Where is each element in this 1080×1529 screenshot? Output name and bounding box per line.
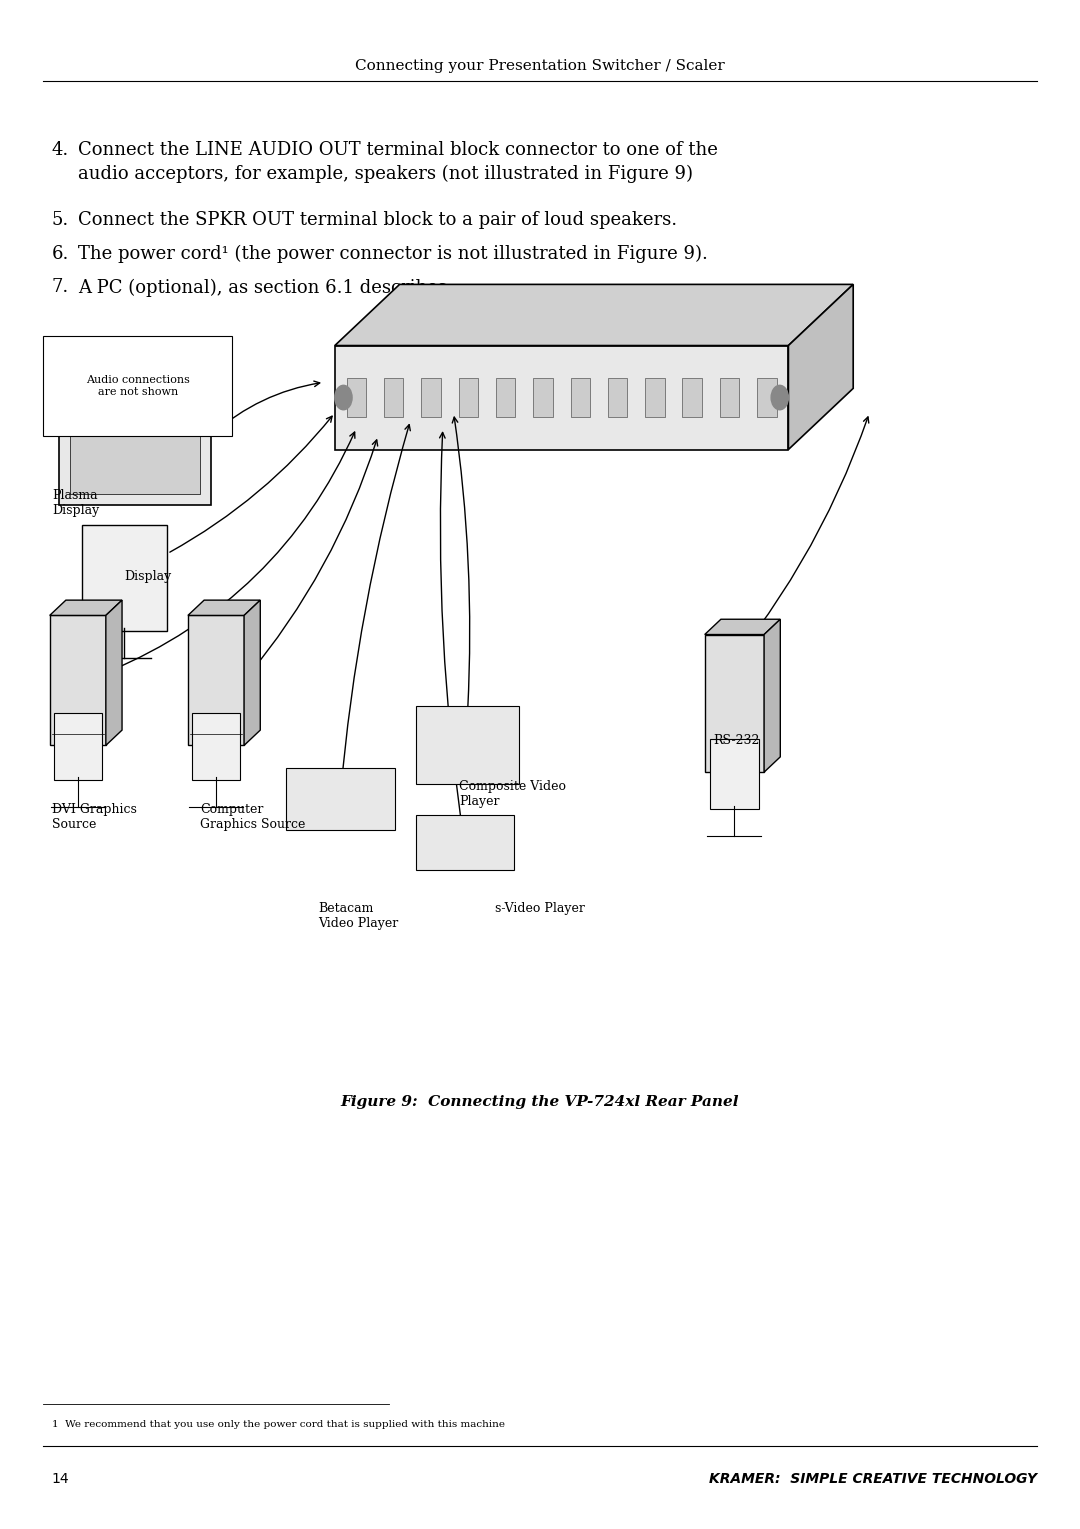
FancyBboxPatch shape (459, 378, 478, 417)
Polygon shape (106, 599, 122, 745)
Text: A PC (optional), as section 6.1 describes.: A PC (optional), as section 6.1 describe… (78, 278, 453, 297)
Polygon shape (765, 619, 781, 772)
FancyBboxPatch shape (416, 815, 514, 870)
Polygon shape (50, 599, 122, 615)
Polygon shape (188, 599, 260, 615)
FancyBboxPatch shape (719, 378, 739, 417)
FancyBboxPatch shape (645, 378, 664, 417)
FancyBboxPatch shape (683, 378, 702, 417)
FancyBboxPatch shape (82, 524, 167, 630)
Text: The power cord¹ (the power connector is not illustrated in Figure 9).: The power cord¹ (the power connector is … (78, 245, 707, 263)
Text: 4.: 4. (52, 141, 69, 159)
FancyBboxPatch shape (416, 706, 519, 784)
Polygon shape (59, 367, 211, 505)
FancyBboxPatch shape (347, 378, 366, 417)
Polygon shape (335, 284, 853, 346)
Polygon shape (188, 615, 244, 745)
Text: Connecting your Presentation Switcher / Scaler: Connecting your Presentation Switcher / … (355, 60, 725, 73)
Circle shape (335, 385, 352, 410)
Polygon shape (705, 619, 781, 635)
FancyBboxPatch shape (43, 336, 232, 436)
Text: Figure 9:  Connecting the VP-724xl Rear Panel: Figure 9: Connecting the VP-724xl Rear P… (341, 1095, 739, 1109)
Text: Audio connections
are not shown: Audio connections are not shown (85, 375, 190, 398)
Text: Computer
Graphics Source: Computer Graphics Source (200, 803, 306, 830)
FancyBboxPatch shape (286, 768, 395, 830)
Text: Plasma
Display: Plasma Display (52, 489, 99, 517)
FancyBboxPatch shape (608, 378, 627, 417)
Text: 6.: 6. (52, 245, 69, 263)
Polygon shape (70, 378, 200, 494)
Circle shape (771, 385, 788, 410)
FancyBboxPatch shape (54, 713, 102, 780)
Polygon shape (50, 615, 106, 745)
Text: Connect the LINE AUDIO OUT terminal block connector to one of the
audio acceptor: Connect the LINE AUDIO OUT terminal bloc… (78, 141, 717, 182)
FancyBboxPatch shape (710, 739, 759, 809)
FancyBboxPatch shape (421, 378, 441, 417)
Text: Connect the SPKR OUT terminal block to a pair of loud speakers.: Connect the SPKR OUT terminal block to a… (78, 211, 677, 229)
FancyBboxPatch shape (570, 378, 590, 417)
FancyBboxPatch shape (192, 713, 240, 780)
Text: Betacam
Video Player: Betacam Video Player (319, 902, 399, 930)
Text: KRAMER:  SIMPLE CREATIVE TECHNOLOGY: KRAMER: SIMPLE CREATIVE TECHNOLOGY (708, 1472, 1037, 1486)
Polygon shape (244, 599, 260, 745)
FancyBboxPatch shape (384, 378, 404, 417)
Text: 14: 14 (52, 1472, 69, 1486)
Text: s-Video Player: s-Video Player (495, 902, 584, 916)
FancyBboxPatch shape (534, 378, 553, 417)
Polygon shape (335, 346, 788, 450)
Text: Display: Display (124, 570, 172, 584)
Text: DVI Graphics
Source: DVI Graphics Source (52, 803, 137, 830)
Text: 5.: 5. (52, 211, 69, 229)
FancyBboxPatch shape (496, 378, 515, 417)
Text: Composite Video
Player: Composite Video Player (459, 780, 566, 807)
Text: 7.: 7. (52, 278, 69, 297)
Text: 1  We recommend that you use only the power cord that is supplied with this mach: 1 We recommend that you use only the pow… (52, 1420, 504, 1430)
Text: RS-232: RS-232 (713, 734, 759, 748)
FancyBboxPatch shape (757, 378, 777, 417)
Polygon shape (705, 635, 765, 772)
Polygon shape (788, 284, 853, 450)
